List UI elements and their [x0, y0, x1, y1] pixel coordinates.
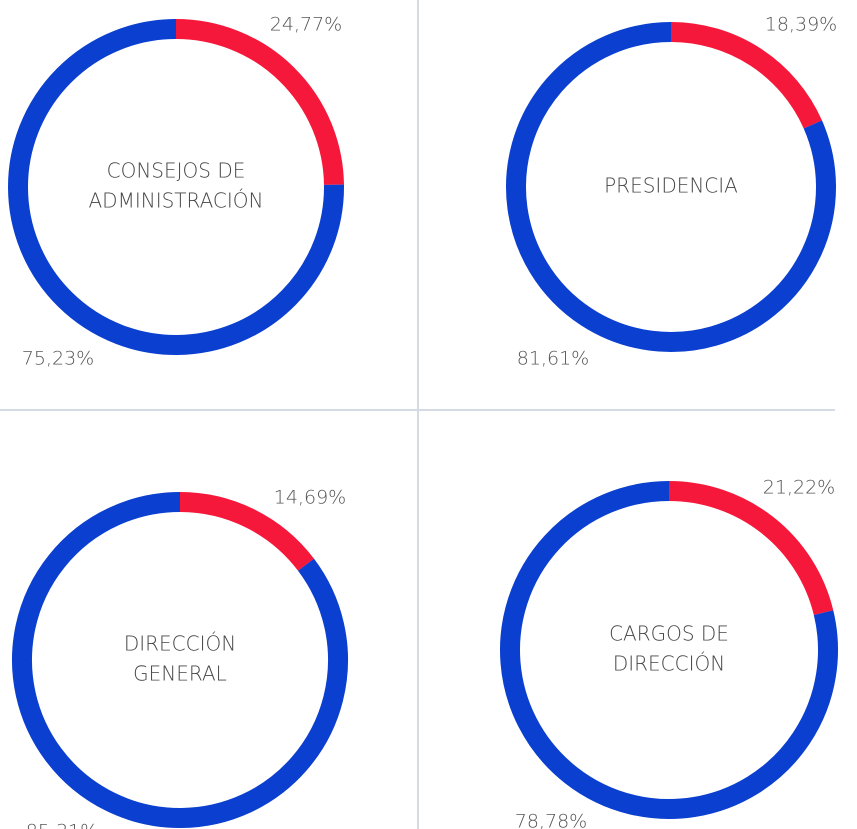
donut-segment [179, 492, 314, 571]
value-label: 85,31% [26, 821, 98, 829]
center-label: CARGOS DE [609, 622, 729, 646]
center-label: PRESIDENCIA [604, 174, 738, 198]
value-label: 24,77% [270, 14, 342, 36]
donut-segment [8, 19, 344, 355]
value-label: 21,22% [763, 477, 835, 499]
value-label: 14,69% [274, 487, 346, 509]
value-label: 78,78% [515, 811, 587, 829]
donut-segment [175, 19, 344, 185]
value-label: 18,39% [765, 14, 837, 36]
center-label: ADMINISTRACIÓN [89, 189, 264, 213]
center-label: DIRECCIÓN [613, 652, 725, 676]
donut-segment [670, 22, 822, 129]
donut-segment [500, 481, 838, 819]
value-label: 81,61% [517, 348, 589, 370]
value-label: 75,23% [22, 348, 94, 370]
donut-segment [668, 481, 834, 616]
center-label: DIRECCIÓN [124, 632, 236, 656]
center-label: GENERAL [133, 662, 227, 686]
donut-segment [506, 22, 836, 352]
center-label: CONSEJOS DE [107, 159, 246, 183]
donut-segment [12, 492, 348, 828]
